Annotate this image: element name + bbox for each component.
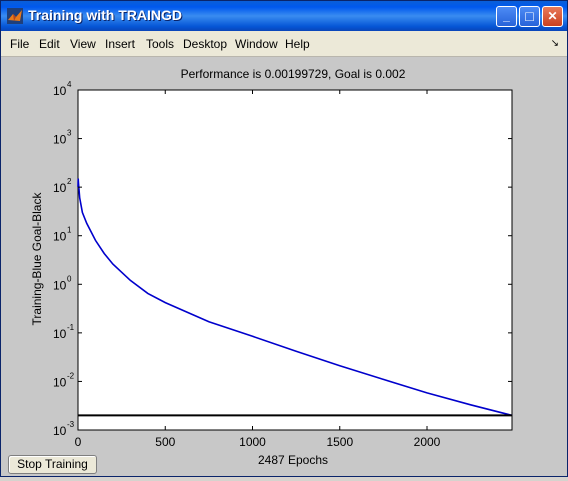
svg-text:-3: -3 (67, 420, 75, 429)
svg-text:10: 10 (53, 424, 67, 438)
svg-text:10: 10 (53, 375, 67, 389)
minimize-button[interactable]: _ (496, 6, 517, 27)
close-icon: ✕ (547, 9, 558, 23)
y-tick-label: 10 -1 (53, 323, 75, 341)
svg-text:3: 3 (67, 129, 72, 138)
plot-title: Performance is 0.00199729, Goal is 0.002 (181, 67, 406, 81)
y-tick-label: 10 -3 (53, 420, 75, 438)
y-tick-label: 10 4 (53, 80, 72, 98)
maximize-button[interactable]: □ (519, 6, 540, 27)
stop-training-button[interactable]: Stop Training (8, 455, 97, 474)
window-title: Training with TRAINGD (28, 7, 182, 23)
menu-edit[interactable]: Edit (39, 37, 60, 51)
x-axis-label: 2487 Epochs (258, 453, 328, 467)
title-bar[interactable]: Training with TRAINGD _ □ ✕ (1, 1, 567, 31)
x-tick-label: 0 (75, 435, 82, 449)
svg-text:-1: -1 (67, 323, 75, 332)
svg-text:10: 10 (53, 133, 67, 147)
menu-insert[interactable]: Insert (105, 37, 136, 51)
menu-help[interactable]: Help (285, 37, 310, 51)
maximize-icon: □ (525, 8, 534, 24)
menu-desktop[interactable]: Desktop (183, 37, 228, 51)
x-tick-label: 500 (155, 435, 175, 449)
y-tick-label: 10 0 (53, 274, 72, 292)
x-tick-label: 1000 (239, 435, 266, 449)
dock-arrow-icon[interactable]: ↘ (550, 38, 559, 49)
svg-text:-2: -2 (67, 371, 75, 380)
matlab-logo-icon (7, 8, 23, 24)
close-button[interactable]: ✕ (542, 6, 563, 27)
minimize-icon: _ (503, 9, 510, 23)
svg-text:4: 4 (67, 80, 72, 89)
menu-bar: File Edit View Insert Tools Desktop Wind… (1, 31, 567, 57)
y-axis-label: Training-Blue Goal-Black (30, 192, 44, 326)
svg-text:10: 10 (53, 327, 67, 341)
svg-text:10: 10 (53, 181, 67, 195)
menu-window[interactable]: Window (235, 37, 278, 51)
menu-file[interactable]: File (10, 37, 30, 51)
plot-axes (77, 89, 513, 431)
svg-text:10: 10 (53, 230, 67, 244)
menu-view[interactable]: View (70, 37, 96, 51)
svg-text:2: 2 (67, 177, 72, 186)
x-tick-label: 1500 (326, 435, 353, 449)
figure-area: Performance is 0.00199729, Goal is 0.002… (1, 57, 567, 476)
svg-text:10: 10 (53, 278, 67, 292)
performance-plot: Performance is 0.00199729, Goal is 0.002… (30, 67, 513, 467)
training-performance-line (77, 178, 513, 417)
svg-text:1: 1 (67, 226, 72, 235)
svg-text:10: 10 (53, 84, 67, 98)
x-tick-label: 2000 (414, 435, 441, 449)
menu-tools[interactable]: Tools (146, 37, 175, 51)
svg-text:0: 0 (67, 274, 72, 283)
y-tick-label: 10 3 (53, 129, 72, 147)
y-tick-label: 10 2 (53, 177, 72, 195)
y-tick-label: 10 1 (53, 226, 72, 244)
y-tick-label: 10 -2 (53, 371, 75, 389)
